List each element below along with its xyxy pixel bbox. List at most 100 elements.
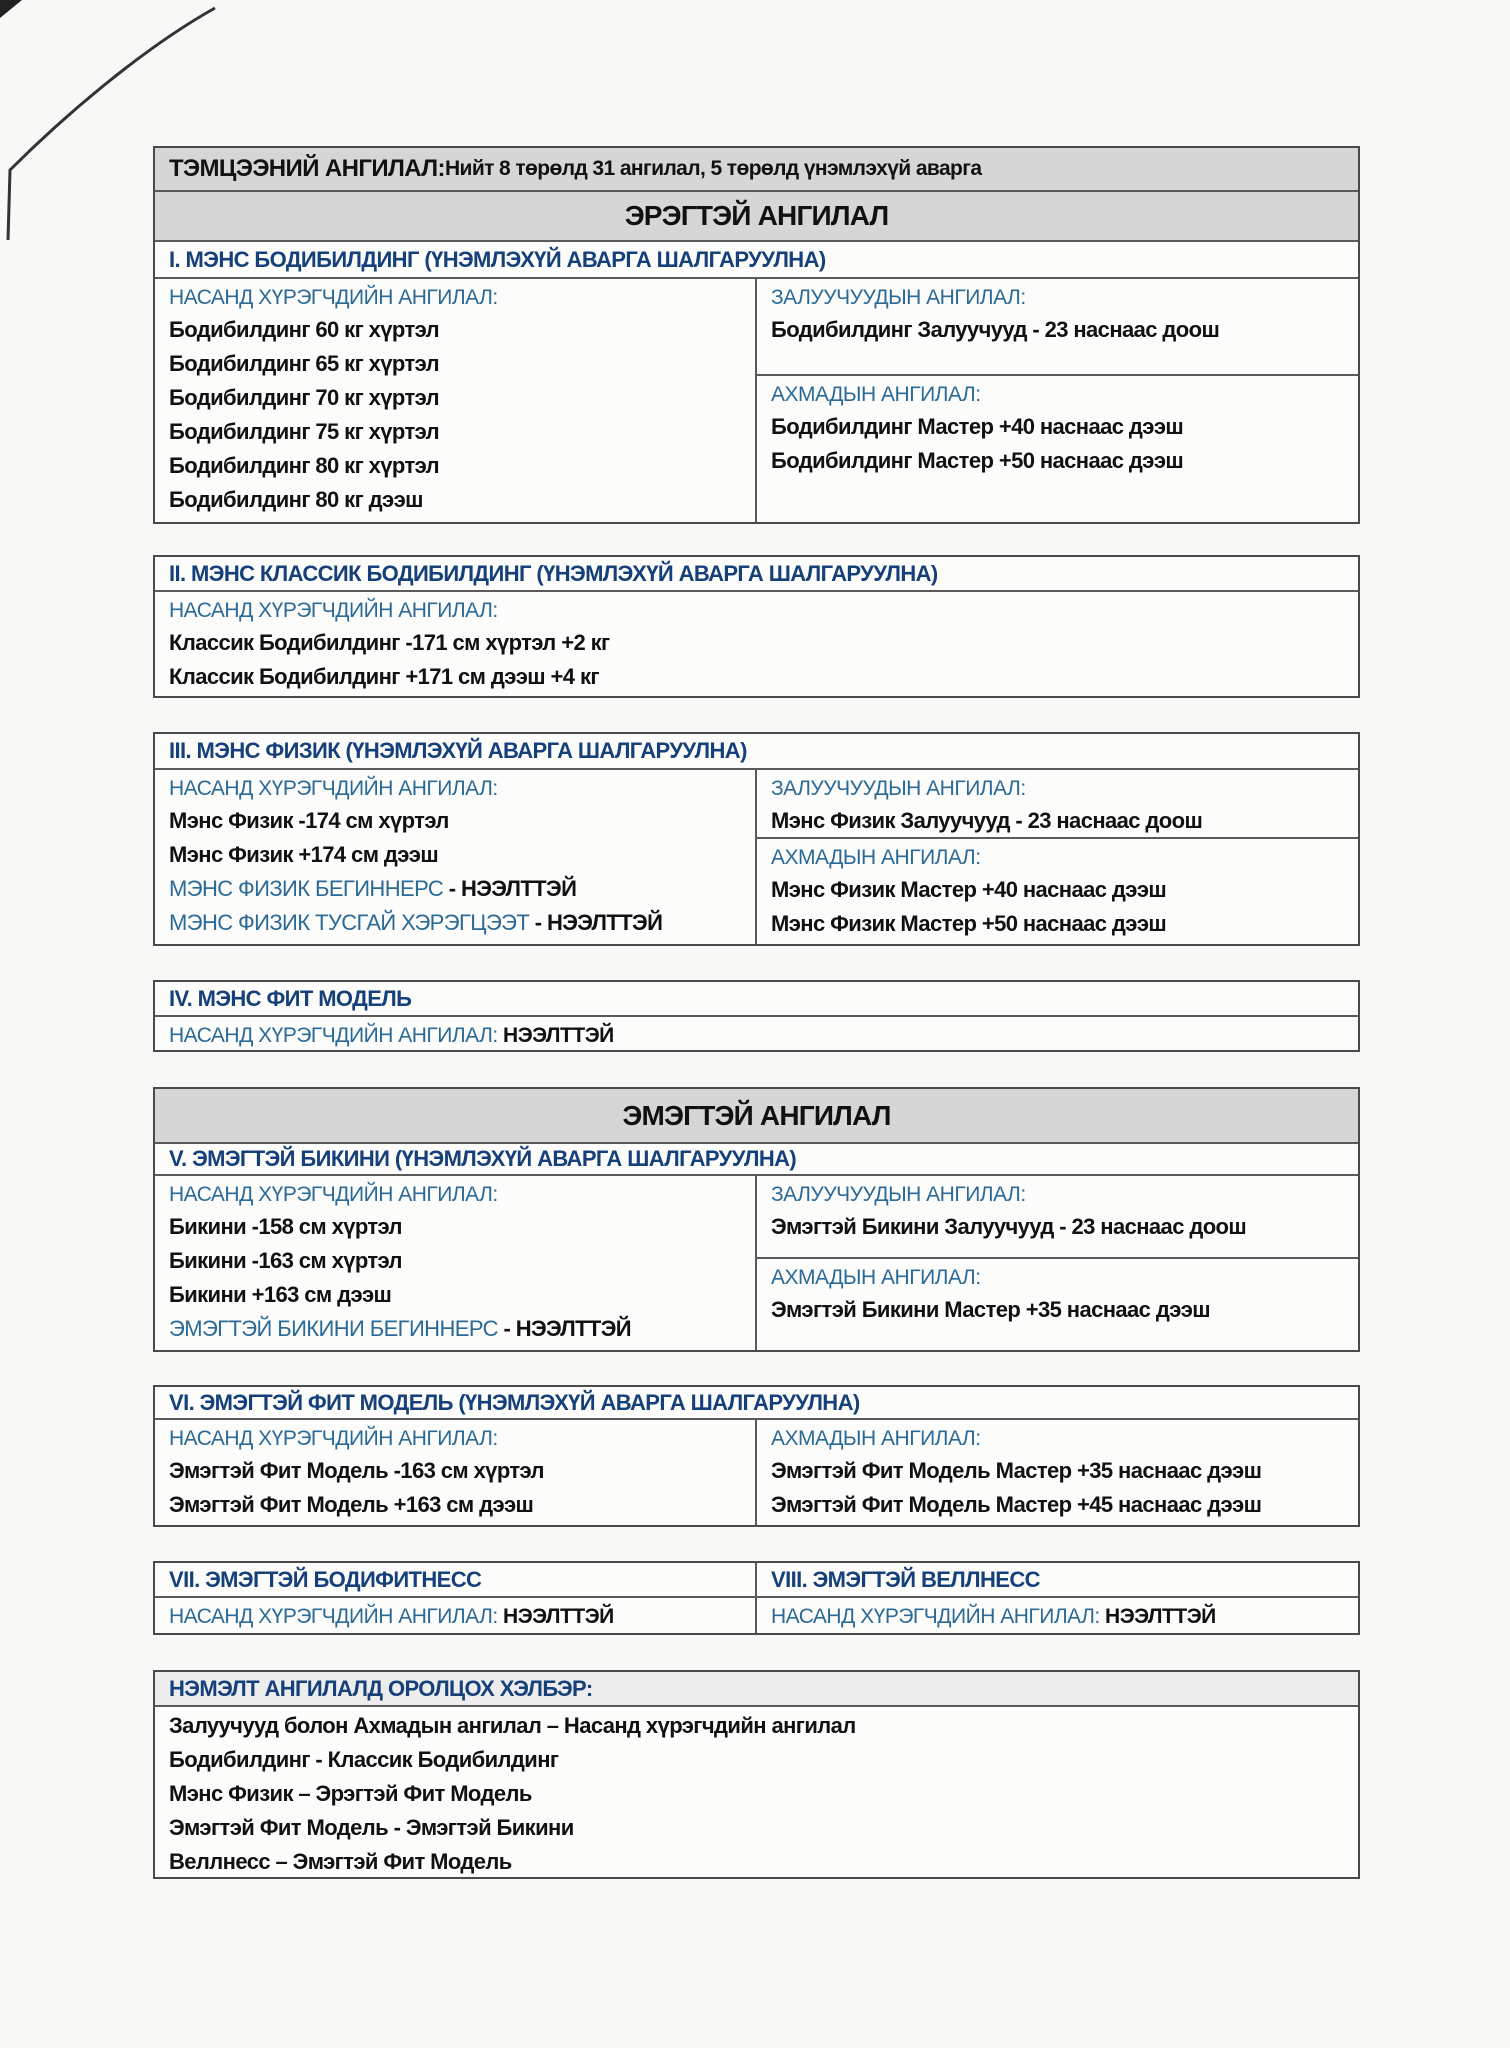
women-category-title: ЭМЭГТЭЙ АНГИЛАЛ <box>155 1089 1358 1144</box>
adult-column: НАСАНД ХҮРЭГЧДИЙН АНГИЛАЛ: НЭЭЛТТЭЙ <box>757 1598 1358 1633</box>
youth-senior-column: АХМАДЫН АНГИЛАЛ: Эмэгтэй Фит Модель Масте… <box>757 1420 1358 1525</box>
category-item-text: Классик Бодибилдинг +171 см дээш +4 кг <box>169 664 600 689</box>
category-label: ЗАЛУУЧУУДЫН АНГИЛАЛ: <box>771 774 1358 804</box>
category-group: НАСАНД ХҮРЭГЧДИЙН АНГИЛАЛ: НЭЭЛТТЭЙ <box>155 1017 1358 1050</box>
category-label-text: НАСАНД ХҮРЭГЧДИЙН АНГИЛАЛ: <box>169 1427 498 1450</box>
section-title-text: VI. ЭМЭГТЭЙ ФИТ МОДЕЛЬ (ҮНЭМЛЭХҮЙ АВАРГА… <box>169 1389 860 1415</box>
category-item: Бодибилдинг Залуучууд - 23 наснаас доош <box>771 313 1358 347</box>
category-item-text: Бодибилдинг Мастер +50 наснаас дээш <box>771 448 1184 473</box>
category-item-text: Мэнс Физик Залуучууд - 23 наснаас доош <box>771 808 1203 833</box>
section-body: НАСАНД ХҮРЭГЧДИЙН АНГИЛАЛ: Бодибилдинг 60… <box>155 279 1358 522</box>
category-label-text: НАСАНД ХҮРЭГЧДИЙН АНГИЛАЛ: <box>169 1024 498 1047</box>
category-item-text: Бикини +163 см дээш <box>169 1282 392 1307</box>
category-label-text: НАСАНД ХҮРЭГЧДИЙН АНГИЛАЛ: <box>169 599 498 622</box>
category-item-text: Классик Бодибилдинг -171 см хүртэл +2 кг <box>169 630 610 655</box>
adult-column: НАСАНД ХҮРЭГЧДИЙН АНГИЛАЛ: Эмэгтэй Фит Мо… <box>155 1420 757 1525</box>
category-label-text: НАСАНД ХҮРЭГЧДИЙН АНГИЛАЛ: <box>169 1605 498 1628</box>
category-item: МЭНС ФИЗИК БЕГИННЕРС - НЭЭЛТТЭЙ <box>169 872 755 906</box>
status-open: - НЭЭЛТТЭЙ <box>443 876 577 901</box>
section-title: V. ЭМЭГТЭЙ БИКИНИ (ҮНЭМЛЭХҮЙ АВАРГА ШАЛГ… <box>155 1144 1358 1176</box>
category-item: Эмэгтэй Фит Модель Мастер +35 наснаас дэ… <box>771 1454 1358 1488</box>
category-item-text: Бодибилдинг 80 кг дээш <box>169 487 423 512</box>
section-mens-fit-model: IV. МЭНС ФИТ МОДЕЛЬ НАСАНД ХҮРЭГЧДИЙН АНГ… <box>153 980 1360 1052</box>
section-mens-physique: III. МЭНС ФИЗИК (ҮНЭМЛЭХҮЙ АВАРГА ШАЛГАР… <box>153 732 1360 946</box>
extra-item: Веллнесс – Эмэгтэй Фит Модель <box>169 1849 512 1874</box>
section-classic-bodybuilding: II. МЭНС КЛАССИК БОДИБИЛДИНГ (ҮНЭМЛЭХҮЙ … <box>153 555 1360 698</box>
category-item: Бодибилдинг 80 кг хүртэл <box>169 449 755 483</box>
women-section-box: ЭМЭГТЭЙ АНГИЛАЛ V. ЭМЭГТЭЙ БИКИНИ (ҮНЭМЛЭ… <box>153 1087 1360 1352</box>
category-item: Бодибилдинг Мастер +50 наснаас дээш <box>771 444 1358 478</box>
category-item-text: Бикини -163 см хүртэл <box>169 1248 403 1273</box>
section-title: III. МЭНС ФИЗИК (ҮНЭМЛЭХҮЙ АВАРГА ШАЛГАР… <box>155 734 1358 770</box>
men-section-box: ТЭМЦЭЭНИЙ АНГИЛАЛ: Нийт 8 төрөлд 31 анги… <box>153 146 1360 524</box>
category-item-text: Мэнс Физик Мастер +50 наснаас дээш <box>771 911 1167 936</box>
category-group: АХМАДЫН АНГИЛАЛ: Мэнс Физик Мастер +40 на… <box>757 839 1358 942</box>
category-label: НАСАНД ХҮРЭГЧДИЙН АНГИЛАЛ: <box>169 1424 755 1454</box>
category-group: НАСАНД ХҮРЭГЧДИЙН АНГИЛАЛ: Бодибилдинг 60… <box>155 279 755 517</box>
section-title: II. МЭНС КЛАССИК БОДИБИЛДИНГ (ҮНЭМЛЭХҮЙ … <box>155 557 1358 592</box>
split-column: VII. ЭМЭГТЭЙ БОДИФИТНЕСС НАСАНД ХҮРЭГЧДИЙ… <box>155 1563 757 1633</box>
category-item-text: Бодибилдинг 70 кг хүртэл <box>169 385 440 410</box>
category-item-text: Бикини -158 см хүртэл <box>169 1214 403 1239</box>
extra-title: НЭМЭЛТ АНГИЛАЛД ОРОЛЦОХ ХЭЛБЭР: <box>155 1672 1358 1707</box>
category-label-text: НАСАНД ХҮРЭГЧДИЙН АНГИЛАЛ: <box>169 1183 498 1206</box>
category-item-text: Эмэгтэй Фит Модель -163 см хүртэл <box>169 1458 545 1483</box>
category-label-text: ЗАЛУУЧУУДЫН АНГИЛАЛ: <box>771 1183 1026 1206</box>
category-label: НАСАНД ХҮРЭГЧДИЙН АНГИЛАЛ: <box>169 596 1358 626</box>
category-item: Бодибилдинг 75 кг хүртэл <box>169 415 755 449</box>
extra-item: Бодибилдинг - Классик Бодибилдинг <box>169 1747 559 1772</box>
category-item: Эмэгтэй Бикини Мастер +35 наснаас дээш <box>771 1293 1358 1327</box>
section-title-text: IV. МЭНС ФИТ МОДЕЛЬ <box>169 985 412 1011</box>
section-title: I. МЭНС БОДИБИЛДИНГ (ҮНЭМЛЭХҮЙ АВАРГА ША… <box>155 242 1358 279</box>
category-item-text: Мэнс Физик Мастер +40 наснаас дээш <box>771 877 1167 902</box>
category-item: Бодибилдинг 70 кг хүртэл <box>169 381 755 415</box>
category-label-text: НАСАНД ХҮРЭГЧДИЙН АНГИЛАЛ: <box>771 1605 1100 1628</box>
category-label: НАСАНД ХҮРЭГЧДИЙН АНГИЛАЛ: <box>169 1180 755 1210</box>
category-item-text: Мэнс Физик -174 см хүртэл <box>169 808 449 833</box>
category-item-text: Бодибилдинг 60 кг хүртэл <box>169 317 440 342</box>
section-title-text: III. МЭНС ФИЗИК (ҮНЭМЛЭХҮЙ АВАРГА ШАЛГАР… <box>169 738 747 763</box>
extra-title-text: НЭМЭЛТ АНГИЛАЛД ОРОЛЦОХ ХЭЛБЭР: <box>169 1675 593 1701</box>
category-label-text: АХМАДЫН АНГИЛАЛ: <box>771 1266 981 1289</box>
adult-column: НАСАНД ХҮРЭГЧДИЙН АНГИЛАЛ: НЭЭЛТТЭЙ <box>155 1598 755 1633</box>
category-label: АХМАДЫН АНГИЛАЛ: <box>771 1424 1358 1454</box>
category-label: ЗАЛУУЧУУДЫН АНГИЛАЛ: <box>771 1180 1358 1210</box>
section-title-text: V. ЭМЭГТЭЙ БИКИНИ (ҮНЭМЛЭХҮЙ АВАРГА ШАЛГ… <box>169 1146 797 1171</box>
category-group: НАСАНД ХҮРЭГЧДИЙН АНГИЛАЛ: Классик Бодиби… <box>155 592 1358 694</box>
split-column: VIII. ЭМЭГТЭЙ ВЕЛЛНЕСС НАСАНД ХҮРЭГЧДИЙН … <box>757 1563 1358 1633</box>
category-item: Бодибилдинг Мастер +40 наснаас дээш <box>771 410 1358 444</box>
category-label-text: АХМАДЫН АНГИЛАЛ: <box>771 846 981 869</box>
youth-senior-column: ЗАЛУУЧУУДЫН АНГИЛАЛ: Эмэгтэй Бикини Залуу… <box>757 1176 1358 1350</box>
category-item-text: Бодибилдинг Залуучууд - 23 наснаас доош <box>771 317 1220 342</box>
category-item-text: МЭНС ФИЗИК ТУСГАЙ ХЭРЭГЦЭЭТ <box>169 910 530 935</box>
category-item: ЭМЭГТЭЙ БИКИНИ БЕГИННЕРС - НЭЭЛТТЭЙ <box>169 1312 755 1346</box>
section-title-text: VIII. ЭМЭГТЭЙ ВЕЛЛНЕСС <box>771 1566 1041 1592</box>
category-item: Бикини -158 см хүртэл <box>169 1210 755 1244</box>
category-item-text: Бодибилдинг 80 кг хүртэл <box>169 453 440 478</box>
category-label: АХМАДЫН АНГИЛАЛ: <box>771 380 1358 410</box>
adult-column: НАСАНД ХҮРЭГЧДИЙН АНГИЛАЛ: Мэнс Физик -17… <box>155 770 757 944</box>
header-bold: ТЭМЦЭЭНИЙ АНГИЛАЛ: <box>169 155 446 182</box>
category-label: НАСАНД ХҮРЭГЧДИЙН АНГИЛАЛ: НЭЭЛТТЭЙ <box>771 1602 1358 1632</box>
category-label-text: НАСАНД ХҮРЭГЧДИЙН АНГИЛАЛ: <box>169 777 498 800</box>
section-body: НАСАНД ХҮРЭГЧДИЙН АНГИЛАЛ: НЭЭЛТТЭЙ <box>155 1598 755 1633</box>
category-item: Классик Бодибилдинг -171 см хүртэл +2 кг <box>169 626 1358 660</box>
status-open: НЭЭЛТТЭЙ <box>497 1024 614 1047</box>
competition-header: ТЭМЦЭЭНИЙ АНГИЛАЛ: Нийт 8 төрөлд 31 анги… <box>155 148 1358 192</box>
adult-column: НАСАНД ХҮРЭГЧДИЙН АНГИЛАЛ: Бодибилдинг 60… <box>155 279 757 522</box>
youth-senior-column: ЗАЛУУЧУУДЫН АНГИЛАЛ: Бодибилдинг Залуучуу… <box>757 279 1358 522</box>
section-womens-fit-model: VI. ЭМЭГТЭЙ ФИТ МОДЕЛЬ (ҮНЭМЛЭХҮЙ АВАРГА… <box>153 1385 1360 1527</box>
adult-column: НАСАНД ХҮРЭГЧДИЙН АНГИЛАЛ: Бикини -158 см… <box>155 1176 757 1350</box>
category-label-text: ЗАЛУУЧУУДЫН АНГИЛАЛ: <box>771 777 1026 800</box>
page-fold-corner <box>0 0 216 240</box>
status-open: - НЭЭЛТТЭЙ <box>529 910 663 935</box>
category-item: Мэнс Физик +174 см дээш <box>169 838 755 872</box>
section-body: НАСАНД ХҮРЭГЧДИЙН АНГИЛАЛ: НЭЭЛТТЭЙ <box>155 1017 1358 1050</box>
category-group: АХМАДЫН АНГИЛАЛ: Эмэгтэй Фит Модель Масте… <box>757 1420 1358 1522</box>
status-open: НЭЭЛТТЭЙ <box>497 1605 614 1628</box>
category-group: НАСАНД ХҮРЭГЧДИЙН АНГИЛАЛ: НЭЭЛТТЭЙ <box>155 1598 755 1632</box>
adult-column: НАСАНД ХҮРЭГЧДИЙН АНГИЛАЛ: Классик Бодиби… <box>155 592 1358 696</box>
men-category-title: ЭРЭГТЭЙ АНГИЛАЛ <box>155 192 1358 242</box>
extra-item: Эмэгтэй Фит Модель - Эмэгтэй Бикини <box>169 1815 574 1840</box>
category-group: АХМАДЫН АНГИЛАЛ: Эмэгтэй Бикини Мастер +3… <box>757 1259 1358 1348</box>
